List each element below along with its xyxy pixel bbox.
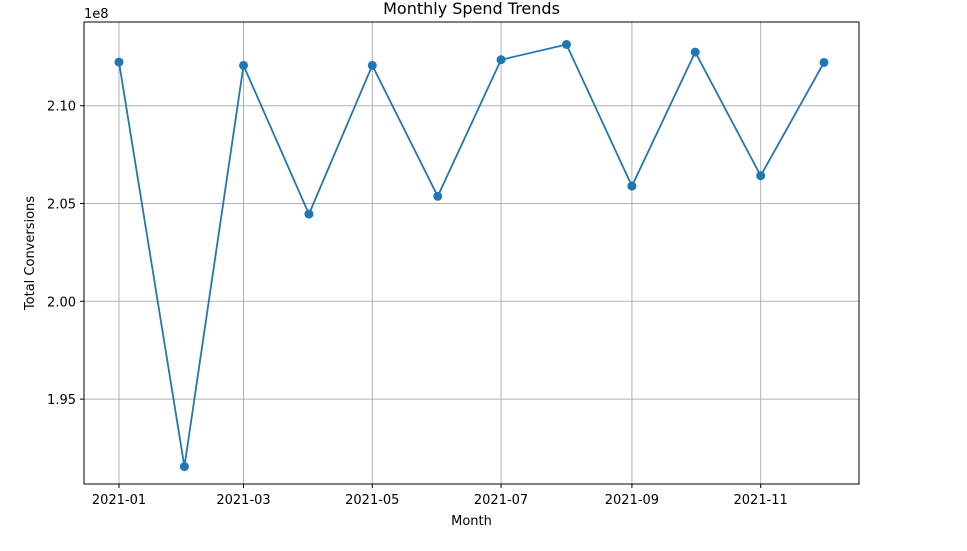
y-axis-label: Total Conversions (23, 196, 38, 311)
x-tick-label: 2021-11 (734, 493, 788, 508)
y-tick-label: 2.05 (47, 198, 76, 213)
x-axis-label: Month (451, 514, 492, 529)
gridlines (84, 22, 859, 484)
series-layer (114, 39, 829, 472)
data-point (114, 57, 124, 67)
data-point (367, 60, 377, 70)
series-line (118, 43, 825, 467)
data-point (179, 462, 189, 472)
data-point (561, 39, 571, 49)
data-point (433, 191, 443, 201)
x-tick-label: 2021-07 (474, 493, 528, 508)
y-tick-label: 2.10 (47, 100, 76, 115)
y-tick-label: 1.95 (47, 393, 76, 408)
data-point (690, 47, 700, 57)
x-tick-label: 2021-01 (92, 493, 146, 508)
data-point (304, 209, 314, 219)
x-tick-label: 2021-09 (605, 493, 659, 508)
plot-frame (83, 21, 860, 485)
x-tick-label: 2021-03 (216, 493, 270, 508)
data-point (819, 57, 829, 67)
chart-title: Monthly Spend Trends (383, 0, 560, 18)
y-axis: 1.95 2.00 2.05 2.10 (47, 100, 84, 408)
y-tick-label: 2.00 (47, 295, 76, 310)
x-axis: 2021-01 2021-03 2021-05 2021-07 2021-09 2021-… (92, 484, 788, 508)
data-point (496, 55, 506, 65)
data-point (627, 181, 637, 191)
data-point (239, 60, 249, 70)
data-point (756, 171, 766, 181)
y-axis-offset-label: 1e8 (84, 7, 109, 22)
x-tick-label: 2021-05 (345, 493, 399, 508)
